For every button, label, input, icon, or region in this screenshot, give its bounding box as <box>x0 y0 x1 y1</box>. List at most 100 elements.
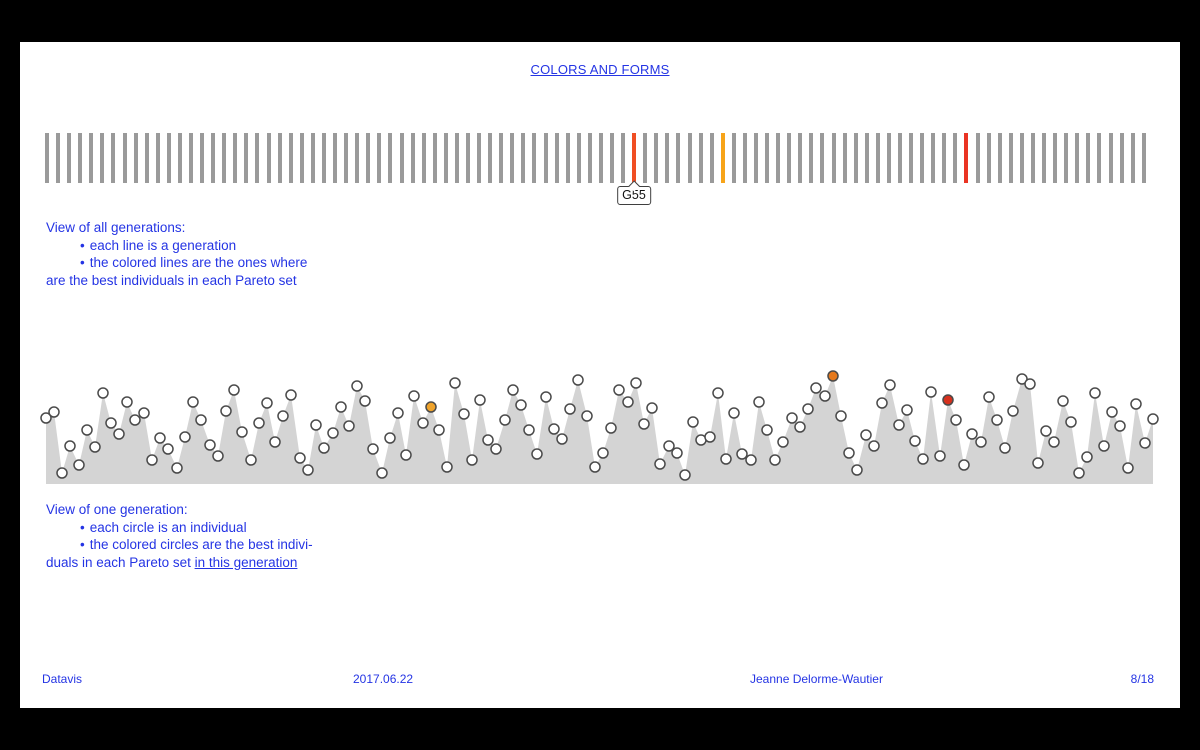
individual-marker <box>1073 467 1085 479</box>
individual-marker <box>999 442 1011 454</box>
individual-marker <box>245 454 257 466</box>
individual-marker <box>860 429 872 441</box>
individual-marker <box>802 403 814 415</box>
generation-bar <box>299 133 304 183</box>
individual-marker <box>277 410 289 422</box>
individual-marker <box>417 417 429 429</box>
individual-marker <box>507 384 519 396</box>
individual-marker <box>646 402 658 414</box>
individual-marker <box>523 424 535 436</box>
note-bullet-line: • each circle is an individual <box>46 519 313 537</box>
individual-marker <box>777 436 789 448</box>
individual-marker <box>786 412 798 424</box>
note-continuation: duals in each Pareto set in this generat… <box>46 554 313 572</box>
note-bullet-line: • the colored circles are the best indivi… <box>46 536 313 554</box>
individual-marker <box>327 427 339 439</box>
individual-marker <box>712 387 724 399</box>
generation-bar <box>321 133 326 183</box>
individual-marker <box>581 410 593 422</box>
generation-bar <box>665 133 670 183</box>
generation-bar <box>698 133 703 183</box>
note-continuation-prefix: duals in each Pareto set <box>46 554 195 570</box>
generation-bar <box>742 133 747 183</box>
title-link[interactable]: COLORS AND FORMS <box>530 62 670 77</box>
individual-marker <box>499 414 511 426</box>
individual-marker <box>367 443 379 455</box>
generation-bar <box>200 133 205 183</box>
generation-bar <box>443 133 448 183</box>
generation-bar <box>1086 133 1091 183</box>
individual-marker <box>318 442 330 454</box>
generation-bar <box>565 133 570 183</box>
generation-bar <box>432 133 437 183</box>
individual-marker <box>531 448 543 460</box>
individual-marker <box>925 386 937 398</box>
individual-marker <box>654 458 666 470</box>
individual-marker <box>917 453 929 465</box>
individual-marker <box>1106 406 1118 418</box>
generation-bar <box>211 133 216 183</box>
generation-bar <box>687 133 692 183</box>
bullet-icon: • <box>80 237 85 253</box>
individual-marker <box>769 454 781 466</box>
generation-bar <box>177 133 182 183</box>
generation-bar <box>731 133 736 183</box>
individual-marker <box>269 436 281 448</box>
individual-marker <box>400 449 412 461</box>
individual-marker <box>893 419 905 431</box>
generation-bar <box>942 133 947 183</box>
individual-marker <box>228 384 240 396</box>
generation-bar <box>78 133 83 183</box>
individual-marker-highlighted <box>827 370 839 382</box>
generation-bar <box>155 133 160 183</box>
individual-marker <box>1024 378 1036 390</box>
page-title: COLORS AND FORMS <box>20 62 1180 77</box>
generation-bar <box>89 133 94 183</box>
generation-bar <box>266 133 271 183</box>
generation-bar <box>986 133 991 183</box>
individual-marker <box>720 453 732 465</box>
generation-bar <box>1141 133 1146 183</box>
generation-bar <box>1030 133 1035 183</box>
individual-marker <box>449 377 461 389</box>
individual-marker <box>1032 457 1044 469</box>
individual-marker <box>753 396 765 408</box>
individual-marker <box>736 448 748 460</box>
generation-bar <box>1097 133 1102 183</box>
individual-marker <box>835 410 847 422</box>
individual-marker <box>572 374 584 386</box>
note-bullet-text: each line is a generation <box>89 237 237 253</box>
footer-author: Jeanne Delorme-Wautier <box>750 672 883 686</box>
individual-marker <box>1114 420 1126 432</box>
generation-bar <box>222 133 227 183</box>
generation-bar <box>166 133 171 183</box>
generation-bar <box>809 133 814 183</box>
individual-marker <box>236 426 248 438</box>
generation-bar <box>144 133 149 183</box>
individual-marker <box>1130 398 1142 410</box>
individual-marker <box>392 407 404 419</box>
generation-callout: G55 <box>617 186 651 205</box>
individual-marker <box>138 407 150 419</box>
individual-marker <box>195 414 207 426</box>
generation-bar <box>133 133 138 183</box>
generation-bar <box>598 133 603 183</box>
generation-bar <box>1119 133 1124 183</box>
individual-marker <box>384 432 396 444</box>
in-this-generation-link[interactable]: in this generation <box>194 554 298 570</box>
generations-strip-wrap: G55 <box>45 133 1147 205</box>
individual-marker <box>515 399 527 411</box>
individual-marker <box>819 390 831 402</box>
generation-bar <box>477 133 482 183</box>
generation-bar <box>399 133 404 183</box>
individual-marker <box>901 404 913 416</box>
individual-marker <box>909 435 921 447</box>
generation-bar <box>465 133 470 183</box>
individual-marker <box>129 414 141 426</box>
generation-bar <box>410 133 415 183</box>
generation-bar <box>499 133 504 183</box>
generation-bar <box>521 133 526 183</box>
individual-marker <box>630 377 642 389</box>
bullet-icon: • <box>80 537 85 552</box>
generation-bar-highlighted <box>632 133 637 190</box>
